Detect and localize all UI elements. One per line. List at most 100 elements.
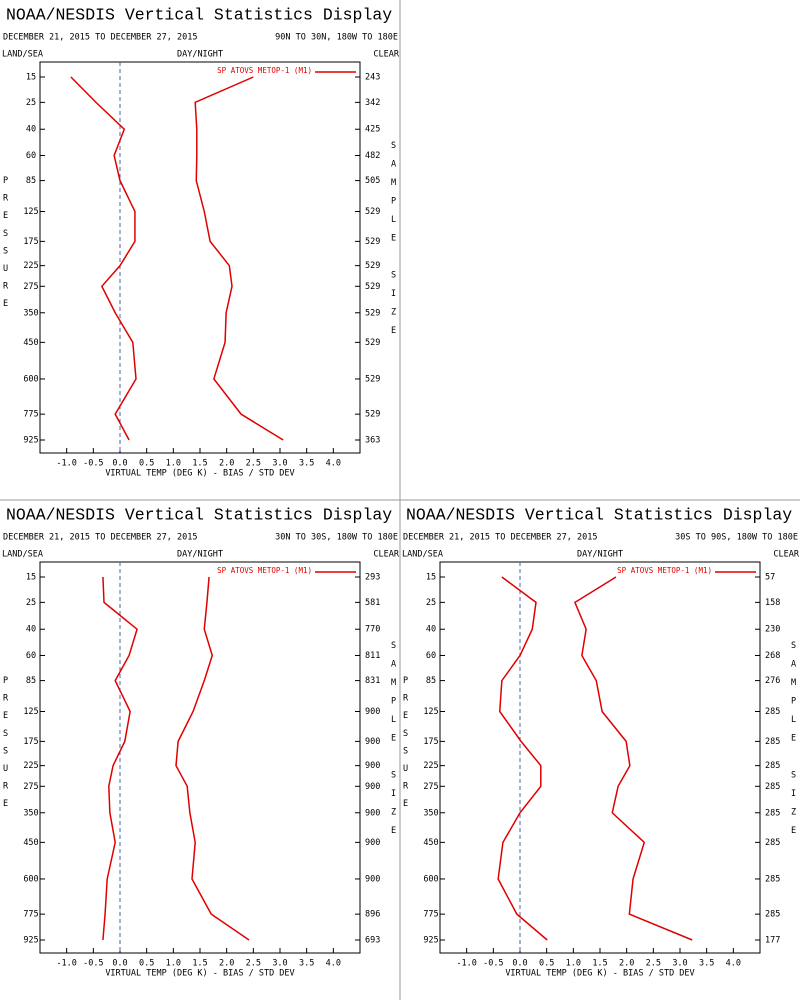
y-tick-label: 40	[26, 125, 36, 135]
plot-frame	[39, 61, 361, 454]
legend-label: SP ATOVS METOP-1 (M1)	[217, 566, 312, 575]
sample-size: 230	[765, 625, 780, 635]
y-tick-label: 350	[423, 808, 438, 818]
profile-line	[175, 576, 250, 941]
y-tick-label: 25	[426, 598, 436, 608]
sample-size: 900	[365, 782, 380, 792]
sample-size: 529	[365, 374, 380, 384]
sample-size: 831	[365, 676, 380, 686]
x-axis-label: VIRTUAL TEMP (DEG K) - BIAS / STD DEV	[105, 469, 294, 479]
x-tick-label: 0.0	[512, 959, 527, 969]
sample-size: 505	[365, 176, 380, 186]
chart-title: NOAA/NESDIS Vertical Statistics Display	[6, 5, 392, 24]
y2-axis-label: SAMPLE SIZE	[389, 641, 399, 845]
y-tick-label: 25	[26, 98, 36, 108]
region: 30N TO 30S, 180W TO 180E	[275, 533, 398, 543]
sample-size: 900	[365, 707, 380, 717]
sample-size: 158	[765, 598, 780, 608]
x-tick-label: 1.0	[566, 959, 581, 969]
x-tick-label: 3.0	[272, 459, 287, 469]
sample-size: 285	[765, 910, 780, 920]
day-night: DAY/NIGHT	[177, 50, 223, 60]
date-range: DECEMBER 21, 2015 TO DECEMBER 27, 2015	[3, 533, 197, 543]
sample-size: 425	[365, 125, 380, 135]
sample-size: 285	[765, 838, 780, 848]
y-tick-label: 925	[23, 936, 38, 946]
x-tick-label: 4.0	[326, 459, 341, 469]
y-tick-label: 225	[23, 761, 38, 771]
sample-size: 285	[765, 761, 780, 771]
y-tick-label: 775	[23, 410, 38, 420]
profile-line	[573, 576, 693, 941]
x-tick-label: 2.5	[246, 959, 261, 969]
y-tick-label: 775	[423, 910, 438, 920]
date-range: DECEMBER 21, 2015 TO DECEMBER 27, 2015	[403, 533, 597, 543]
sample-size: 770	[365, 625, 380, 635]
sample-size: 363	[365, 436, 380, 446]
x-tick-label: 1.5	[192, 959, 207, 969]
x-tick-label: -0.5	[83, 959, 103, 969]
y-tick-label: 350	[23, 308, 38, 318]
sample-size: 900	[365, 761, 380, 771]
sample-size: 293	[365, 573, 380, 583]
x-tick-label: 2.0	[219, 959, 234, 969]
x-axis-label: VIRTUAL TEMP (DEG K) - BIAS / STD DEV	[505, 969, 694, 979]
y-tick-label: 275	[23, 282, 38, 292]
x-tick-label: 2.0	[619, 959, 634, 969]
chart-panel: NOAA/NESDIS Vertical Statistics Display D…	[1, 5, 400, 478]
sample-size: 900	[365, 737, 380, 747]
clear: CLEAR	[373, 550, 399, 560]
y-tick-label: 85	[26, 676, 36, 686]
region: 90N TO 30N, 180W TO 180E	[275, 33, 398, 43]
sample-size: 276	[765, 676, 780, 686]
y-tick-label: 275	[423, 782, 438, 792]
sample-size: 342	[365, 98, 380, 108]
y-tick-label: 175	[23, 737, 38, 747]
sample-size: 177	[765, 936, 780, 946]
day-night: DAY/NIGHT	[577, 550, 623, 560]
profile-line	[70, 76, 137, 441]
x-tick-label: 3.5	[699, 959, 714, 969]
sample-size: 529	[365, 237, 380, 247]
y-tick-label: 125	[423, 707, 438, 717]
sample-size: 529	[365, 261, 380, 271]
sample-size: 285	[765, 707, 780, 717]
y-tick-label: 600	[423, 874, 438, 884]
x-tick-label: -1.0	[56, 959, 76, 969]
x-tick-label: 1.5	[192, 459, 207, 469]
x-axis-label: VIRTUAL TEMP (DEG K) - BIAS / STD DEV	[105, 969, 294, 979]
y-axis-label: PRESSURE	[401, 676, 411, 817]
sample-size: 811	[365, 651, 380, 661]
x-tick-label: 3.0	[672, 959, 687, 969]
x-tick-label: 1.0	[166, 959, 181, 969]
sample-size: 529	[365, 308, 380, 318]
y-tick-label: 125	[23, 707, 38, 717]
region: 30S TO 90S, 180W TO 180E	[675, 533, 798, 543]
y-tick-label: 275	[23, 782, 38, 792]
x-tick-label: 2.0	[219, 459, 234, 469]
chart-title: NOAA/NESDIS Vertical Statistics Display	[406, 505, 792, 524]
clear: CLEAR	[773, 550, 799, 560]
day-night: DAY/NIGHT	[177, 550, 223, 560]
y-tick-label: 600	[23, 874, 38, 884]
land-sea: LAND/SEA	[2, 550, 43, 560]
profile-line	[497, 576, 548, 941]
sample-size: 529	[365, 207, 380, 217]
y-tick-label: 450	[23, 338, 38, 348]
sample-size: 57	[765, 573, 775, 583]
chart-panel: NOAA/NESDIS Vertical Statistics Display D…	[401, 505, 800, 978]
x-tick-label: 3.0	[272, 959, 287, 969]
y2-axis-label: SAMPLE SIZE	[389, 141, 399, 345]
sample-size: 896	[365, 910, 380, 920]
sample-size: 243	[365, 73, 380, 83]
y-tick-label: 350	[23, 808, 38, 818]
plot-frame	[439, 561, 761, 954]
y-tick-label: 85	[26, 176, 36, 186]
sample-size: 482	[365, 151, 380, 161]
legend-label: SP ATOVS METOP-1 (M1)	[217, 66, 312, 75]
x-tick-label: 1.5	[592, 959, 607, 969]
y-tick-label: 60	[26, 651, 36, 661]
sample-size: 900	[365, 808, 380, 818]
y-tick-label: 60	[26, 151, 36, 161]
y-axis-label: PRESSURE	[1, 176, 11, 317]
